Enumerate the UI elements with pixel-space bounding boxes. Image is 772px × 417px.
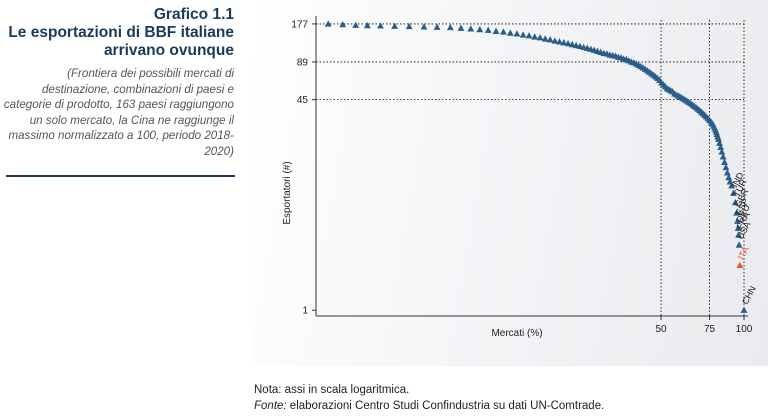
data-point-deu [734,224,742,231]
chart-subtitle: (Frontiera dei possibili mercati di dest… [3,67,234,158]
data-point [564,39,572,47]
data-point-esp [734,217,741,224]
data-point-fra [735,231,743,238]
data-point [572,41,580,49]
x-tick-label-50: 50 [655,324,667,335]
point-label-chn: CHN [740,284,758,306]
y-tick-label-89: 89 [297,57,309,68]
data-points [324,20,748,313]
title-line-1: Le esportazioni di BBF italiane [8,24,234,41]
data-point [446,23,454,31]
data-point [492,27,500,34]
figure-label: Grafico 1.1 [153,6,234,23]
y-tick-label-1: 1 [302,306,308,317]
data-point [433,23,441,30]
data-point [718,148,726,155]
data-point [715,135,722,142]
chart-notes: Nota: assi in scala logaritmica. Fonte: … [254,382,604,414]
data-point [519,31,527,38]
source-text: Fonte: elaborazioni Centro Studi Confind… [254,398,604,414]
chart-title: Grafico 1.1 Le esportazioni di BBF itali… [0,6,234,60]
data-point [405,22,413,30]
data-point [723,169,731,176]
data-point [377,22,384,29]
data-point [719,153,727,160]
data-point [506,29,514,36]
data-point [568,40,576,48]
data-point-ind [730,189,737,196]
y-tick-label-45: 45 [297,95,309,106]
data-point [536,34,544,41]
data-point [420,23,428,30]
data-point [499,28,507,35]
data-point [560,39,568,46]
source-body: elaborazioni Centro Studi Confindustria … [286,400,605,412]
data-point [467,25,475,32]
data-point-tur [731,198,739,206]
data-point [324,20,332,27]
data-point [716,139,723,146]
scatter-chart: 1 45 89 177 50 75 100 INDTURGBRESPDEUFRAUSAITA… [282,16,758,339]
data-point [457,24,465,31]
data-point [513,30,521,37]
data-point [721,158,728,165]
guide-lines [316,20,745,316]
data-point-usa [735,241,743,248]
note-text: Nota: assi in scala logaritmica. [254,384,410,396]
data-point [546,36,554,43]
data-point [339,20,347,28]
data-point [541,35,549,42]
y-tick-label-177: 177 [291,19,308,30]
data-point [484,26,492,33]
title-divider [6,175,235,177]
data-point [728,182,736,189]
data-point [725,173,733,181]
data-point [531,33,539,40]
x-axis-label: Mercati (%) [491,328,542,339]
data-point-chn [740,306,748,313]
data-point [722,163,730,171]
title-line-2: arrivano ovunque [103,42,234,59]
data-point [391,22,399,29]
data-point [525,32,533,39]
axes: 1 45 89 177 50 75 100 [291,16,753,335]
data-point [717,143,725,151]
chart-background [254,0,768,366]
data-point-gbr [733,209,741,216]
data-point-ita [736,261,744,269]
data-point [363,21,371,29]
data-point [476,25,484,33]
data-point [556,38,563,45]
y-axis-label: Esportatori (#) [282,161,293,224]
data-point [551,37,559,44]
source-label: Fonte: [254,400,287,412]
data-point [352,21,360,28]
x-tick-label-75: 75 [704,324,716,335]
x-tick-label-100: 100 [736,324,753,335]
